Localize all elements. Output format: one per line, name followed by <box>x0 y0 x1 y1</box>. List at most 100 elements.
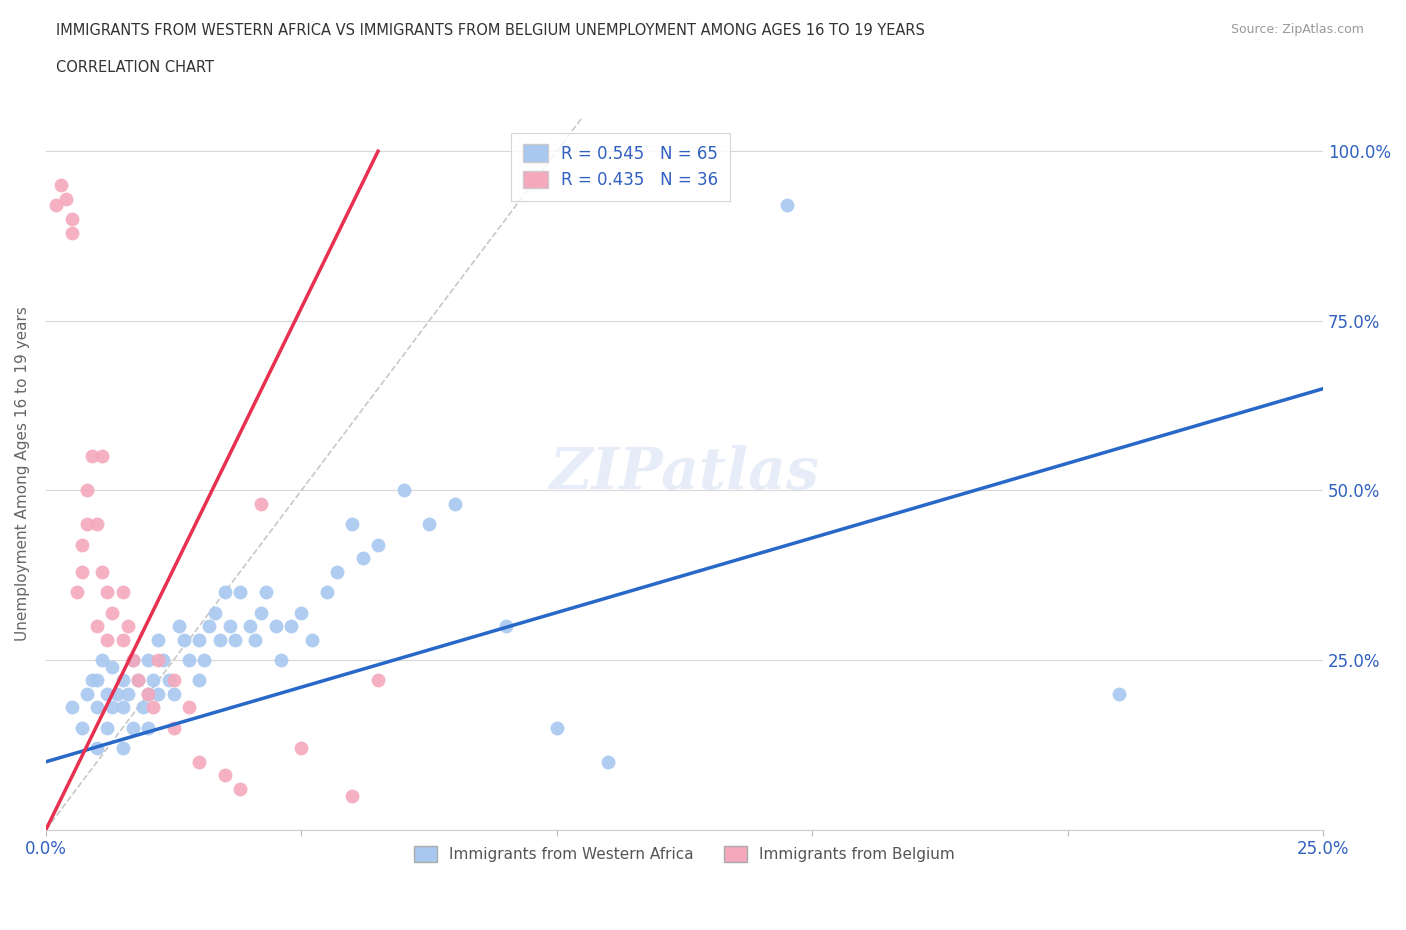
Point <box>188 754 211 769</box>
Point <box>188 632 211 647</box>
Point <box>136 686 159 701</box>
Point <box>101 700 124 715</box>
Point <box>86 700 108 715</box>
Point <box>157 673 180 688</box>
Point <box>121 653 143 668</box>
Point <box>239 618 262 633</box>
Point <box>111 673 134 688</box>
Point <box>173 632 195 647</box>
Point <box>148 632 170 647</box>
Point <box>65 585 87 600</box>
Point <box>443 497 465 512</box>
Point <box>121 721 143 736</box>
Point <box>418 517 440 532</box>
Text: ZIPatlas: ZIPatlas <box>550 445 820 501</box>
Point <box>70 565 93 579</box>
Point <box>136 653 159 668</box>
Point <box>392 483 415 498</box>
Point <box>270 653 292 668</box>
Point <box>596 754 619 769</box>
Text: CORRELATION CHART: CORRELATION CHART <box>56 60 214 75</box>
Point <box>96 686 118 701</box>
Point <box>86 517 108 532</box>
Point <box>45 198 67 213</box>
Point <box>245 632 267 647</box>
Point <box>249 605 271 620</box>
Point <box>96 632 118 647</box>
Point <box>86 741 108 756</box>
Point <box>214 768 236 783</box>
Point <box>101 605 124 620</box>
Point <box>290 605 312 620</box>
Point <box>214 585 236 600</box>
Point <box>142 673 165 688</box>
Point <box>167 618 190 633</box>
Point <box>229 781 252 796</box>
Point <box>51 178 73 193</box>
Point <box>60 212 83 227</box>
Point <box>367 538 389 552</box>
Text: Source: ZipAtlas.com: Source: ZipAtlas.com <box>1230 23 1364 36</box>
Y-axis label: Unemployment Among Ages 16 to 19 years: Unemployment Among Ages 16 to 19 years <box>15 306 30 641</box>
Point <box>352 551 374 565</box>
Point <box>495 618 517 633</box>
Point <box>117 686 139 701</box>
Point <box>117 618 139 633</box>
Point <box>342 517 364 532</box>
Point <box>254 585 277 600</box>
Point <box>219 618 242 633</box>
Point <box>80 673 103 688</box>
Point <box>224 632 246 647</box>
Point <box>127 673 149 688</box>
Point <box>86 673 108 688</box>
Point <box>80 449 103 464</box>
Point <box>249 497 271 512</box>
Point <box>229 585 252 600</box>
Point <box>142 700 165 715</box>
Point <box>96 585 118 600</box>
Point <box>76 686 98 701</box>
Point <box>1108 686 1130 701</box>
Point <box>163 686 186 701</box>
Point <box>367 673 389 688</box>
Point <box>132 700 155 715</box>
Legend: Immigrants from Western Africa, Immigrants from Belgium: Immigrants from Western Africa, Immigran… <box>408 840 962 869</box>
Point <box>280 618 302 633</box>
Point <box>91 565 114 579</box>
Point <box>177 653 200 668</box>
Point <box>204 605 226 620</box>
Point <box>70 538 93 552</box>
Point <box>76 517 98 532</box>
Point <box>776 198 799 213</box>
Point <box>264 618 287 633</box>
Point <box>60 225 83 240</box>
Point <box>111 632 134 647</box>
Point <box>127 673 149 688</box>
Point <box>121 653 143 668</box>
Text: IMMIGRANTS FROM WESTERN AFRICA VS IMMIGRANTS FROM BELGIUM UNEMPLOYMENT AMONG AGE: IMMIGRANTS FROM WESTERN AFRICA VS IMMIGR… <box>56 23 925 38</box>
Point <box>136 721 159 736</box>
Point <box>111 741 134 756</box>
Point <box>60 700 83 715</box>
Point <box>55 192 77 206</box>
Point <box>70 721 93 736</box>
Point <box>91 653 114 668</box>
Point <box>301 632 323 647</box>
Point <box>101 659 124 674</box>
Point <box>152 653 174 668</box>
Point <box>86 618 108 633</box>
Point <box>148 653 170 668</box>
Point <box>148 686 170 701</box>
Point <box>76 483 98 498</box>
Point <box>546 721 568 736</box>
Point <box>198 618 221 633</box>
Point <box>326 565 349 579</box>
Point <box>193 653 215 668</box>
Point <box>208 632 231 647</box>
Point <box>111 585 134 600</box>
Point <box>316 585 339 600</box>
Point <box>163 673 186 688</box>
Point <box>91 449 114 464</box>
Point <box>177 700 200 715</box>
Point <box>290 741 312 756</box>
